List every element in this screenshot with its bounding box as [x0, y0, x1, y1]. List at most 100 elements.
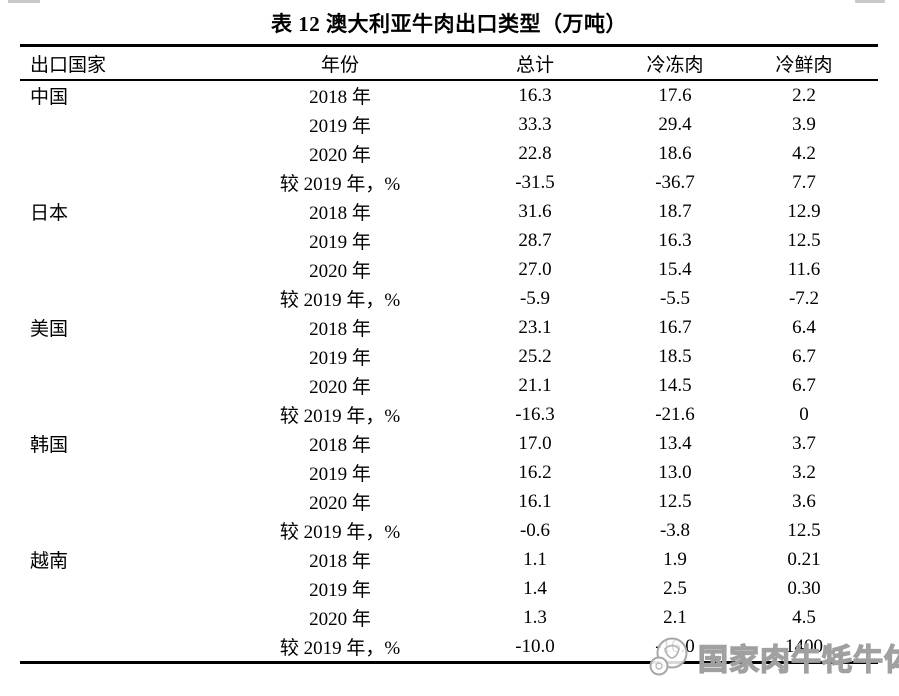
total-cell: 16.2 [518, 461, 552, 483]
table-row: 较 2019 年，% -16.3 -21.6 0 [20, 400, 878, 429]
country-cell: 韩国 [30, 435, 69, 456]
country-cell [20, 632, 230, 663]
frozen-cell: -5.5 [659, 287, 691, 309]
table-row: 2020 年 22.8 18.6 4.2 [20, 139, 878, 168]
frozen-cell: -21.6 [655, 403, 695, 425]
country-cell [20, 574, 230, 603]
total-cell: -16.3 [515, 403, 555, 425]
chilled-cell: -7.2 [788, 287, 820, 309]
chilled-cell: 0.21 [787, 548, 821, 570]
country-cell [20, 168, 230, 197]
table-row: 韩国 2018 年 17.0 13.4 3.7 [20, 429, 878, 458]
chilled-cell: 3.7 [792, 432, 816, 454]
frozen-cell: 17.6 [658, 84, 692, 106]
country-cell [20, 342, 230, 371]
total-cell: -5.9 [519, 287, 551, 309]
year-cell: 2020 年 [309, 377, 371, 398]
frozen-cell: 16.7 [658, 316, 692, 338]
year-cell: 2018 年 [309, 319, 371, 340]
country-cell [20, 110, 230, 139]
chilled-cell: 2.2 [792, 84, 816, 106]
table-row: 2020 年 16.1 12.5 3.6 [20, 487, 878, 516]
total-cell: -0.6 [519, 519, 551, 541]
year-cell: 较 2019 年，% [279, 522, 401, 543]
country-cell [20, 458, 230, 487]
year-cell: 较 2019 年，% [279, 290, 401, 311]
total-cell: 33.3 [518, 113, 552, 135]
total-cell: 22.8 [518, 142, 552, 164]
year-cell: 2018 年 [309, 435, 371, 456]
table-row: 2020 年 1.3 2.1 4.5 [20, 603, 878, 632]
screen-artifact-right [855, 0, 885, 3]
chilled-cell: 4.5 [792, 606, 816, 628]
screen-artifact-left [8, 0, 40, 3]
chilled-cell: 12.5 [787, 519, 821, 541]
year-cell: 较 2019 年，% [279, 406, 401, 427]
table-title: 表 12 澳大利亚牛肉出口类型（万吨） [271, 12, 627, 36]
chilled-cell: 6.7 [792, 345, 816, 367]
table-row: 2019 年 33.3 29.4 3.9 [20, 110, 878, 139]
table-row: 较 2019 年，% -5.9 -5.5 -7.2 [20, 284, 878, 313]
frozen-cell: 13.0 [658, 461, 692, 483]
table-row: 较 2019 年，% -10.0 -16.0 1400 [20, 632, 878, 663]
year-cell: 2019 年 [309, 116, 371, 137]
frozen-cell: 12.5 [658, 490, 692, 512]
frozen-cell: -16.0 [655, 635, 695, 657]
year-cell: 2019 年 [309, 232, 371, 253]
chilled-cell: 6.7 [792, 374, 816, 396]
year-cell: 2020 年 [309, 145, 371, 166]
country-cell [20, 400, 230, 429]
country-cell: 美国 [30, 319, 69, 340]
frozen-cell: 15.4 [658, 258, 692, 280]
table-row: 2019 年 16.2 13.0 3.2 [20, 458, 878, 487]
total-cell: 1.1 [523, 548, 547, 570]
total-cell: 16.3 [518, 84, 552, 106]
year-cell: 2020 年 [309, 609, 371, 630]
table-header-row: 出口国家 年份 总计 冷冻肉 冷鲜肉 [20, 46, 878, 80]
header-frozen-meat: 冷冻肉 [646, 54, 704, 76]
frozen-cell: 18.6 [658, 142, 692, 164]
total-cell: 28.7 [518, 229, 552, 251]
total-cell: 31.6 [518, 200, 552, 222]
table-row: 2020 年 21.1 14.5 6.7 [20, 371, 878, 400]
chilled-cell: 3.9 [792, 113, 816, 135]
frozen-cell: -36.7 [655, 171, 695, 193]
chilled-cell: 4.2 [792, 142, 816, 164]
chilled-cell: 0 [799, 403, 809, 425]
header-total: 总计 [515, 54, 554, 76]
chilled-cell: 11.6 [787, 258, 821, 280]
chilled-cell: 0.30 [787, 577, 821, 599]
chilled-cell: 7.7 [792, 171, 816, 193]
total-cell: -10.0 [515, 635, 555, 657]
frozen-cell: 2.1 [663, 606, 687, 628]
table-row: 中国 2018 年 16.3 17.6 2.2 [20, 80, 878, 110]
table-row: 越南 2018 年 1.1 1.9 0.21 [20, 545, 878, 574]
total-cell: 23.1 [518, 316, 552, 338]
header-export-country: 出口国家 [30, 54, 107, 76]
frozen-cell: 2.5 [663, 577, 687, 599]
header-year: 年份 [320, 54, 359, 76]
country-cell [20, 226, 230, 255]
country-cell [20, 284, 230, 313]
year-cell: 较 2019 年，% [279, 174, 401, 195]
header-chilled-meat: 冷鲜肉 [775, 54, 833, 76]
table-row: 2019 年 1.4 2.5 0.30 [20, 574, 878, 603]
chilled-cell: 12.9 [787, 200, 821, 222]
country-cell [20, 371, 230, 400]
table-row: 日本 2018 年 31.6 18.7 12.9 [20, 197, 878, 226]
chilled-cell: 3.2 [792, 461, 816, 483]
country-cell: 日本 [30, 203, 69, 224]
frozen-cell: 16.3 [658, 229, 692, 251]
total-cell: 21.1 [518, 374, 552, 396]
total-cell: 25.2 [518, 345, 552, 367]
chilled-cell: 12.5 [787, 229, 821, 251]
total-cell: 16.1 [518, 490, 552, 512]
table-row: 2020 年 27.0 15.4 11.6 [20, 255, 878, 284]
frozen-cell: 29.4 [658, 113, 692, 135]
country-cell [20, 516, 230, 545]
chilled-cell: 3.6 [792, 490, 816, 512]
chilled-cell: 6.4 [792, 316, 816, 338]
frozen-cell: 18.5 [658, 345, 692, 367]
year-cell: 2019 年 [309, 580, 371, 601]
